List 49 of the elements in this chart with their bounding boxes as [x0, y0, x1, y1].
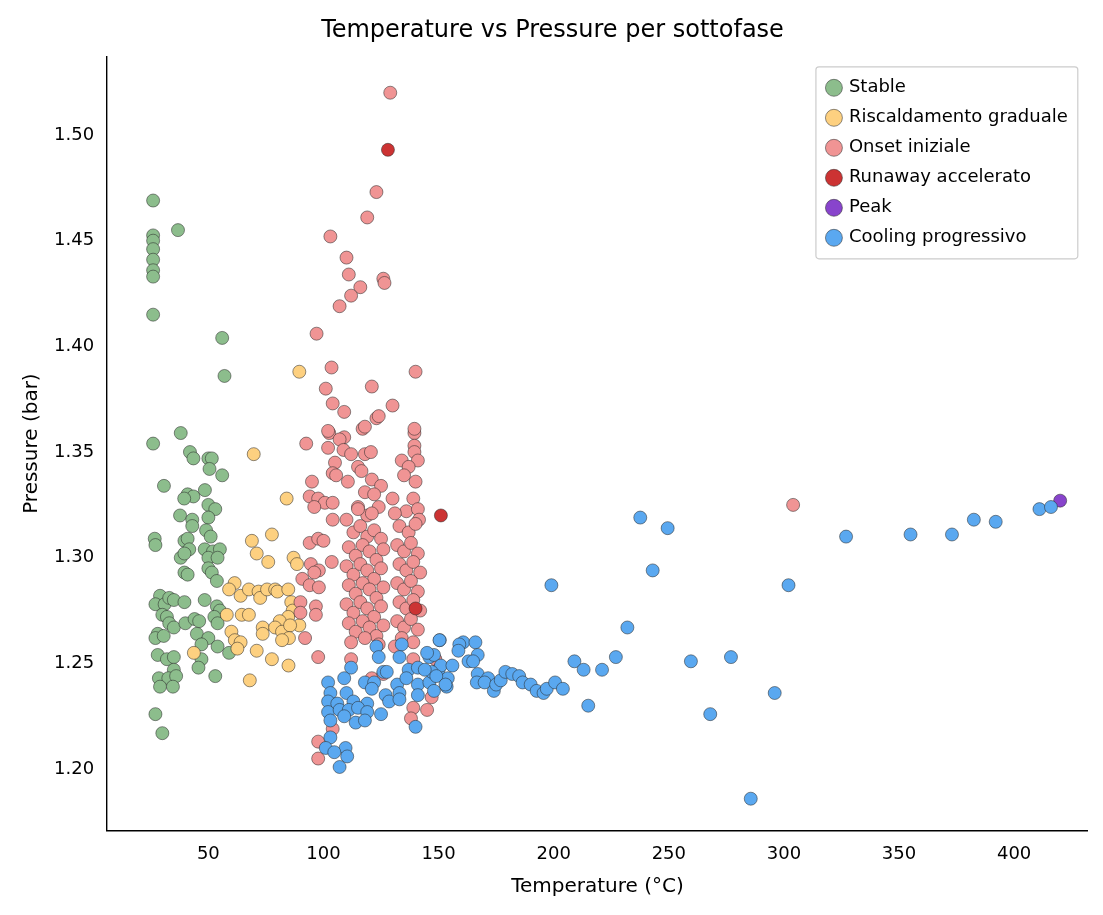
point: [246, 447, 261, 462]
point: [222, 582, 236, 597]
point: [265, 527, 279, 542]
x-axis-title: Temperature (°C): [510, 873, 684, 898]
y-tick-label: 1.25: [54, 651, 95, 673]
point: [219, 607, 234, 622]
x-tick-label: 50: [196, 841, 220, 863]
point: [249, 643, 264, 658]
point: [242, 607, 256, 622]
point: [279, 491, 294, 506]
x-tick-label: 150: [421, 841, 456, 863]
point: [265, 652, 279, 667]
x-tick-label: 400: [996, 841, 1032, 863]
legend-label: Cooling progressivo: [848, 225, 1027, 247]
point: [249, 546, 264, 561]
y-tick-label: 1.20: [54, 756, 95, 778]
y-tick-label: 1.30: [54, 545, 95, 567]
x-tick-label: 250: [651, 841, 686, 863]
legend-label: Runaway accelerato: [848, 165, 1032, 187]
point: [281, 582, 296, 597]
legend-label: Peak: [848, 195, 893, 217]
point: [242, 673, 257, 688]
y-tick-label: 1.35: [54, 439, 95, 461]
y-tick-label: 1.45: [54, 228, 95, 250]
point: [1053, 493, 1068, 508]
point: [381, 142, 395, 157]
point: [275, 633, 289, 648]
x-tick-label: 200: [536, 841, 571, 863]
point: [230, 641, 245, 656]
point: [283, 618, 297, 633]
legend-label: Riscaldamento graduale: [848, 105, 1068, 127]
point: [281, 658, 296, 673]
point: [255, 626, 270, 641]
x-tick-label: 350: [881, 841, 917, 863]
point: [292, 364, 307, 379]
legend-label: Stable: [848, 75, 906, 97]
x-tick-label: 100: [306, 841, 341, 863]
point: [408, 601, 423, 616]
point: [261, 555, 276, 569]
x-tick-label: 300: [766, 841, 802, 863]
point: [245, 533, 259, 548]
y-tick-label: 1.50: [54, 122, 95, 144]
point: [434, 508, 448, 523]
point: [187, 646, 201, 660]
chart-title: Temperature vs Pressure per sottofase: [320, 14, 784, 43]
point: [290, 557, 304, 571]
legend-label: Onset iniziale: [848, 135, 971, 157]
y-tick-label: 1.40: [54, 334, 95, 356]
y-axis-title: Pressure (bar): [18, 373, 43, 514]
